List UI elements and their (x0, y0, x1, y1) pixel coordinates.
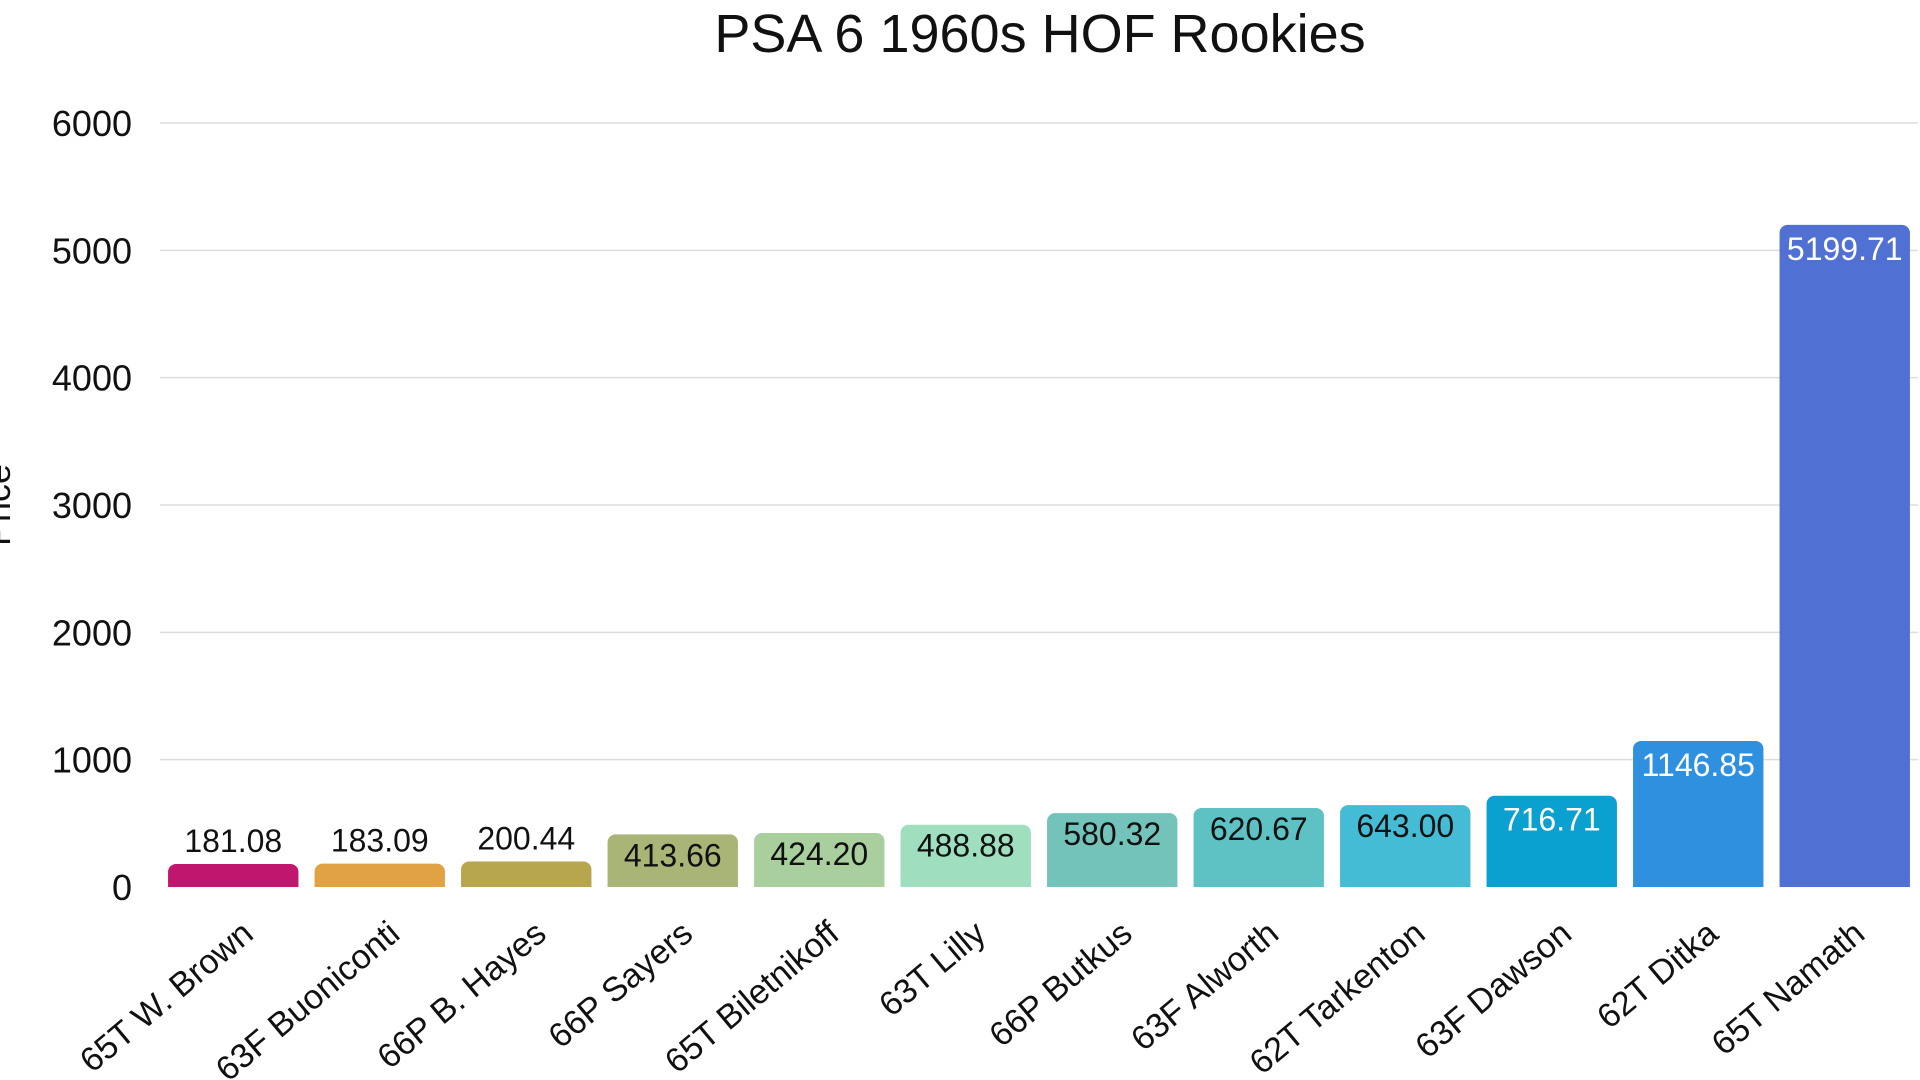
bar (1340, 805, 1471, 887)
bar-base (1779, 879, 1910, 887)
data-label: 200.44 (477, 820, 575, 856)
bar (1193, 807, 1324, 887)
data-label: 488.88 (917, 828, 1015, 864)
data-label: 5199.71 (1787, 231, 1903, 267)
bar (754, 832, 885, 887)
y-axis-ticks: 0 1000 2000 3000 4000 5000 6000 (52, 103, 132, 908)
y-axis-label: Price (0, 464, 18, 546)
y-tick-label: 5000 (52, 230, 132, 271)
data-label: 413.66 (624, 837, 722, 873)
y-tick-label: 6000 (52, 103, 132, 144)
bar-base (1047, 879, 1178, 887)
data-label: 716.71 (1503, 802, 1601, 838)
y-tick-label: 4000 (52, 358, 132, 399)
bar-base (314, 879, 445, 887)
data-label: 424.20 (770, 836, 868, 872)
bar (1779, 224, 1910, 888)
bar (607, 834, 738, 887)
data-label: 181.08 (184, 823, 282, 859)
bar (1633, 740, 1764, 887)
bar-base (168, 879, 299, 887)
x-tick-label: 62T Ditka (1590, 914, 1725, 1036)
bar-base (1193, 879, 1324, 887)
bar-base (1340, 879, 1471, 887)
y-tick-label: 1000 (52, 740, 132, 781)
data-label: 580.32 (1063, 816, 1161, 852)
bar-base (900, 879, 1031, 887)
bar-base (754, 879, 885, 887)
bar-base (607, 879, 738, 887)
x-tick-label: 66P Butkus (982, 914, 1139, 1054)
x-tick-label: 65T Namath (1705, 914, 1872, 1063)
grid-lines (160, 122, 1918, 761)
bar (1486, 795, 1617, 887)
data-label: 183.09 (331, 823, 429, 859)
bar-base (1486, 879, 1617, 887)
y-tick-label: 0 (112, 867, 132, 908)
bar-base (461, 879, 592, 887)
y-tick-label: 3000 (52, 485, 132, 526)
x-tick-label: 66P Sayers (541, 914, 700, 1056)
bar (900, 824, 1031, 887)
x-tick-label: 63T Lilly (872, 914, 993, 1024)
data-label: 1146.85 (1642, 747, 1755, 783)
bars (168, 224, 1910, 888)
bar-base (1633, 879, 1764, 887)
bar (1047, 813, 1178, 887)
x-tick-label: 63F Dawson (1408, 914, 1579, 1066)
chart-title: PSA 6 1960s HOF Rookies (714, 4, 1365, 64)
data-label: 643.00 (1356, 808, 1454, 844)
y-tick-label: 2000 (52, 612, 132, 653)
data-labels: 181.08 183.09 200.44 413.66 424.20 488.88 580.… (184, 231, 1902, 873)
data-label: 620.67 (1210, 811, 1308, 847)
